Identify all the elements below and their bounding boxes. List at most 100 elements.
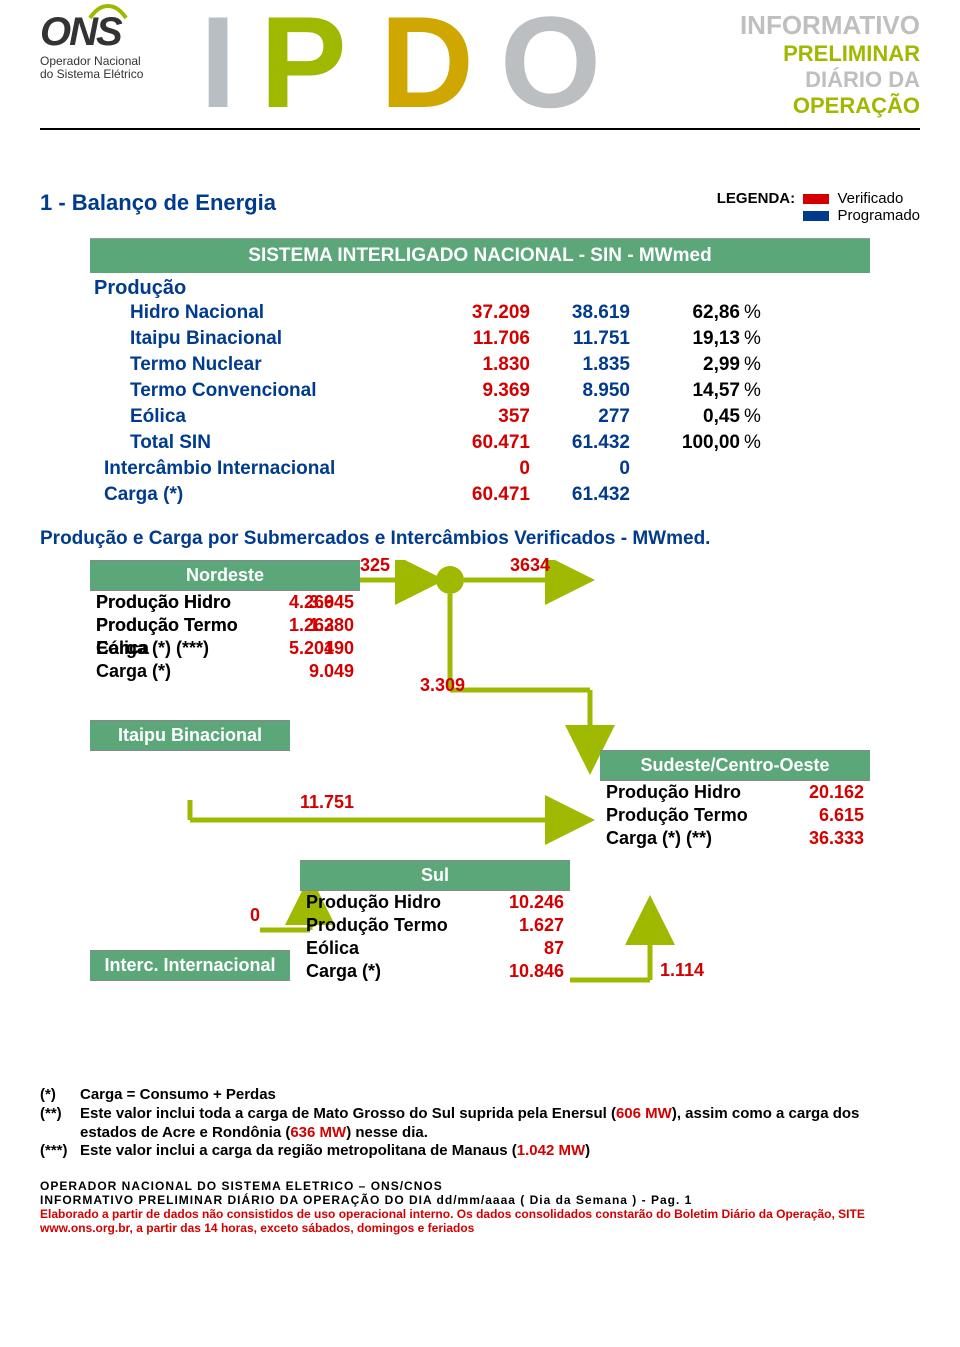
flow-value-interc: 0: [250, 905, 260, 926]
row-programmed: 61.432: [530, 484, 630, 506]
region-item: Carga (*) (**)36.333: [600, 827, 870, 850]
row-verified: 60.471: [430, 484, 530, 506]
row-label: Carga (*): [100, 484, 430, 506]
main-sin-table: SISTEMA INTERLIGADO NACIONAL - SIN - MWm…: [90, 238, 870, 508]
section-title: 1 - Balanço de Energia: [40, 190, 276, 216]
row-pct: 14,57: [630, 380, 740, 402]
main-table-header: SISTEMA INTERLIGADO NACIONAL - SIN - MWm…: [90, 238, 870, 273]
row-verified: 357: [430, 406, 530, 428]
region-item: Produção Termo6.615: [600, 804, 870, 827]
pct-symbol: %: [740, 354, 770, 376]
ipdo-letter-O: O: [500, 10, 601, 114]
row-verified: 1.830: [430, 354, 530, 376]
region-item: Produção Termo1.280: [90, 614, 360, 637]
row-verified: 0: [430, 458, 530, 480]
region-item: Eólica87: [300, 937, 570, 960]
region-header: Sudeste/Centro-Oeste: [600, 750, 870, 781]
legend-label: LEGENDA:: [717, 190, 795, 207]
ons-logo-arcs-icon: [88, 4, 128, 20]
region-item: Produção Termo1.627: [300, 914, 570, 937]
ipdo-letter-D: D: [380, 10, 474, 114]
flow-value-to-nordeste: 3634: [510, 555, 550, 576]
page-footer: OPERADOR NACIONAL DO SISTEMA ELETRICO – …: [40, 1179, 920, 1235]
ipdo-logo: I P D O: [200, 10, 620, 120]
row-label: Total SIN: [100, 432, 430, 454]
row-verified: 11.706: [430, 328, 530, 350]
region-interc-internacional: Interc. Internacional: [90, 950, 290, 981]
flow-value-norte-out: 325: [360, 555, 390, 576]
region-item: Produção Hidro10.246: [300, 891, 570, 914]
row-label: Intercâmbio Internacional: [100, 458, 430, 480]
submercados-title: Produção e Carga por Submercados e Inter…: [40, 528, 920, 550]
row-pct: 62,86: [630, 302, 740, 324]
row-label: Hidro Nacional: [100, 302, 430, 324]
row-programmed: 11.751: [530, 328, 630, 350]
region-item: Produção Hidro20.162: [600, 781, 870, 804]
table-row-carga: Carga (*) 60.471 61.432: [90, 482, 870, 508]
row-programmed: 0: [530, 458, 630, 480]
title-line-2: PRELIMINAR: [630, 41, 920, 67]
region-item: Produção Hidro3.945: [90, 591, 360, 614]
footer-line-2: INFORMATIVO PRELIMINAR DIÁRIO DA OPERAÇÃ…: [40, 1193, 920, 1207]
table-row: Itaipu Binacional 11.706 11.751 19,13 %: [90, 326, 870, 352]
table-row: Eólica 357 277 0,45 %: [90, 404, 870, 430]
region-header: Interc. Internacional: [90, 950, 290, 981]
row-programmed: 38.619: [530, 302, 630, 324]
footnote-mark: (***): [40, 1142, 80, 1161]
row-programmed: 8.950: [530, 380, 630, 402]
document-header: ONS Operador Nacional do Sistema Elétric…: [40, 0, 920, 120]
footer-line-3: Elaborado a partir de dados não consisti…: [40, 1207, 920, 1235]
region-header: Nordeste: [90, 560, 360, 591]
row-verified: 60.471: [430, 432, 530, 454]
legend-verified-text: Verificado: [837, 190, 903, 207]
table-row-intercambio: Intercâmbio Internacional 0 0: [90, 456, 870, 482]
table-row: Termo Nuclear 1.830 1.835 2,99 %: [90, 352, 870, 378]
legend-swatch-programmed: [803, 211, 829, 221]
row-pct: 2,99: [630, 354, 740, 376]
region-item: Carga (*)9.049: [90, 660, 360, 683]
row-label: Itaipu Binacional: [100, 328, 430, 350]
ons-logo: ONS Operador Nacional do Sistema Elétric…: [40, 10, 190, 81]
region-item: Eólica190: [90, 637, 360, 660]
ipdo-letter-I: I: [200, 10, 236, 114]
row-programmed: 61.432: [530, 432, 630, 454]
row-verified: 9.369: [430, 380, 530, 402]
pct-symbol: %: [740, 406, 770, 428]
pct-symbol: %: [740, 380, 770, 402]
region-sul: Sul Produção Hidro10.246 Produção Termo1…: [300, 860, 570, 983]
table-row: Termo Convencional 9.369 8.950 14,57 %: [90, 378, 870, 404]
flow-value-sul-sudeste: 1.114: [660, 960, 704, 981]
row-label: Eólica: [100, 406, 430, 428]
region-header: Sul: [300, 860, 570, 891]
legend: LEGENDA: Verificado LEGENDA: Programado: [717, 190, 920, 224]
footnote-mark: (*): [40, 1086, 80, 1105]
flow-diagram: Norte Produção Hidro4.266 Produção Termo…: [90, 560, 910, 1080]
table-row: Hidro Nacional 37.209 38.619 62,86 %: [90, 300, 870, 326]
flow-value-itaipu: 11.751: [300, 792, 354, 813]
flow-value-to-sudeste-up: 3.309: [420, 675, 465, 696]
region-header: Itaipu Binacional: [90, 720, 290, 751]
region-itaipu: Itaipu Binacional: [90, 720, 290, 751]
footnote-text: Carga = Consumo + Perdas: [80, 1086, 276, 1103]
table-row: Total SIN 60.471 61.432 100,00 %: [90, 430, 870, 456]
legend-swatch-verified: [803, 194, 829, 204]
header-divider: [40, 128, 920, 130]
document-title-block: INFORMATIVO PRELIMINAR DIÁRIO DA OPERAÇÃ…: [630, 10, 920, 119]
title-line-4: OPERAÇÃO: [630, 93, 920, 119]
legend-programmed-text: Programado: [837, 207, 920, 224]
row-verified: 37.209: [430, 302, 530, 324]
producao-group-label: Produção: [90, 277, 870, 300]
ipdo-letter-P: P: [260, 10, 347, 114]
pct-symbol: %: [740, 432, 770, 454]
row-programmed: 277: [530, 406, 630, 428]
row-pct: 19,13: [630, 328, 740, 350]
ons-subtitle-2: do Sistema Elétrico: [40, 68, 190, 81]
row-programmed: 1.835: [530, 354, 630, 376]
pct-symbol: %: [740, 302, 770, 324]
region-item: Carga (*)10.846: [300, 960, 570, 983]
row-pct: 0,45: [630, 406, 740, 428]
row-pct: 100,00: [630, 432, 740, 454]
title-line-3: DIÁRIO DA: [630, 67, 920, 93]
footnote-mark: (**): [40, 1105, 80, 1143]
region-nordeste: Nordeste Produção Hidro3.945 Produção Te…: [90, 560, 360, 683]
